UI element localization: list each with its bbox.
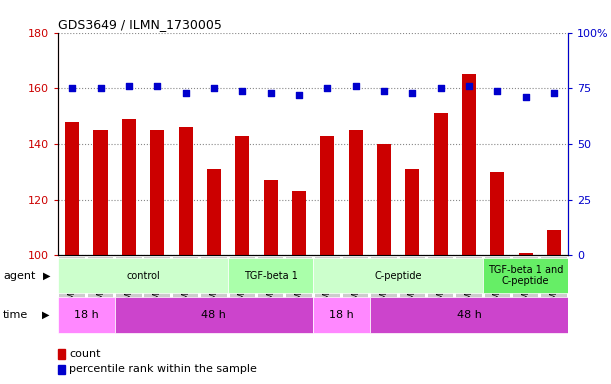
FancyBboxPatch shape	[343, 257, 368, 329]
Bar	[462, 74, 476, 255]
Text: TGF-beta 1: TGF-beta 1	[244, 270, 298, 281]
Bar	[65, 122, 79, 255]
Bar	[348, 130, 363, 255]
Bar	[313, 297, 370, 333]
Bar	[207, 169, 221, 255]
Text: GSM507418: GSM507418	[96, 259, 105, 310]
Text: count: count	[69, 349, 101, 359]
FancyBboxPatch shape	[201, 257, 227, 329]
Bar	[228, 258, 313, 293]
Text: percentile rank within the sample: percentile rank within the sample	[69, 364, 257, 374]
FancyBboxPatch shape	[258, 257, 284, 329]
Text: GSM507415: GSM507415	[181, 259, 190, 310]
FancyBboxPatch shape	[428, 257, 453, 329]
Bar	[370, 297, 568, 333]
Point	[181, 90, 191, 96]
Text: GSM507414: GSM507414	[153, 259, 162, 310]
FancyBboxPatch shape	[230, 257, 255, 329]
Point	[521, 94, 530, 100]
Point	[408, 90, 417, 96]
Bar	[519, 253, 533, 255]
Text: GSM507421: GSM507421	[266, 259, 275, 310]
Point	[238, 88, 247, 94]
Point	[351, 83, 360, 89]
Text: ▶: ▶	[43, 270, 50, 281]
Bar	[235, 136, 249, 255]
FancyBboxPatch shape	[88, 257, 113, 329]
FancyBboxPatch shape	[59, 257, 85, 329]
FancyBboxPatch shape	[371, 257, 397, 329]
Text: GSM507428: GSM507428	[379, 259, 389, 310]
Text: GSM507417: GSM507417	[68, 259, 77, 310]
Text: GSM507429: GSM507429	[493, 259, 502, 310]
FancyBboxPatch shape	[173, 257, 199, 329]
Text: C-peptide: C-peptide	[375, 270, 422, 281]
FancyBboxPatch shape	[286, 257, 312, 329]
Text: 18 h: 18 h	[74, 310, 99, 320]
Text: 18 h: 18 h	[329, 310, 354, 320]
Text: TGF-beta 1 and
C-peptide: TGF-beta 1 and C-peptide	[488, 265, 563, 286]
Text: GSM507427: GSM507427	[351, 259, 360, 310]
Text: GSM507431: GSM507431	[549, 259, 558, 310]
Text: agent: agent	[3, 270, 35, 281]
Bar	[122, 119, 136, 255]
Bar	[434, 113, 448, 255]
Bar	[263, 180, 278, 255]
Text: GSM507430: GSM507430	[521, 259, 530, 310]
Bar	[150, 130, 164, 255]
Bar	[320, 136, 334, 255]
Text: GSM507416: GSM507416	[210, 259, 219, 310]
Point	[549, 90, 559, 96]
Text: time: time	[3, 310, 28, 320]
Bar	[483, 258, 568, 293]
Text: GDS3649 / ILMN_1730005: GDS3649 / ILMN_1730005	[58, 18, 222, 31]
FancyBboxPatch shape	[513, 257, 538, 329]
Point	[464, 83, 474, 89]
Point	[152, 83, 162, 89]
Point	[492, 88, 502, 94]
Text: ▶: ▶	[42, 310, 49, 320]
Text: GSM507419: GSM507419	[125, 259, 133, 310]
Bar	[490, 172, 505, 255]
Text: GSM507422: GSM507422	[295, 259, 304, 310]
Point	[67, 85, 77, 91]
FancyBboxPatch shape	[116, 257, 142, 329]
Point	[266, 90, 276, 96]
Bar	[178, 127, 192, 255]
FancyBboxPatch shape	[144, 257, 170, 329]
Bar	[58, 297, 115, 333]
Text: GSM507425: GSM507425	[464, 259, 474, 310]
Point	[96, 85, 106, 91]
FancyBboxPatch shape	[315, 257, 340, 329]
Text: 48 h: 48 h	[202, 310, 226, 320]
Bar	[313, 258, 483, 293]
Point	[209, 85, 219, 91]
Point	[124, 83, 134, 89]
Bar	[93, 130, 108, 255]
Bar	[292, 191, 306, 255]
Text: GSM507426: GSM507426	[323, 259, 332, 310]
Text: GSM507423: GSM507423	[408, 259, 417, 310]
Text: GSM507420: GSM507420	[238, 259, 247, 310]
Point	[294, 92, 304, 98]
Bar	[377, 144, 391, 255]
Point	[379, 88, 389, 94]
FancyBboxPatch shape	[400, 257, 425, 329]
Bar	[547, 230, 561, 255]
FancyBboxPatch shape	[456, 257, 482, 329]
Text: GSM507424: GSM507424	[436, 259, 445, 310]
Point	[323, 85, 332, 91]
FancyBboxPatch shape	[541, 257, 567, 329]
Text: 48 h: 48 h	[456, 310, 481, 320]
Text: control: control	[126, 270, 160, 281]
Bar	[58, 258, 228, 293]
FancyBboxPatch shape	[485, 257, 510, 329]
Point	[436, 85, 445, 91]
Bar	[405, 169, 419, 255]
Bar	[115, 297, 313, 333]
